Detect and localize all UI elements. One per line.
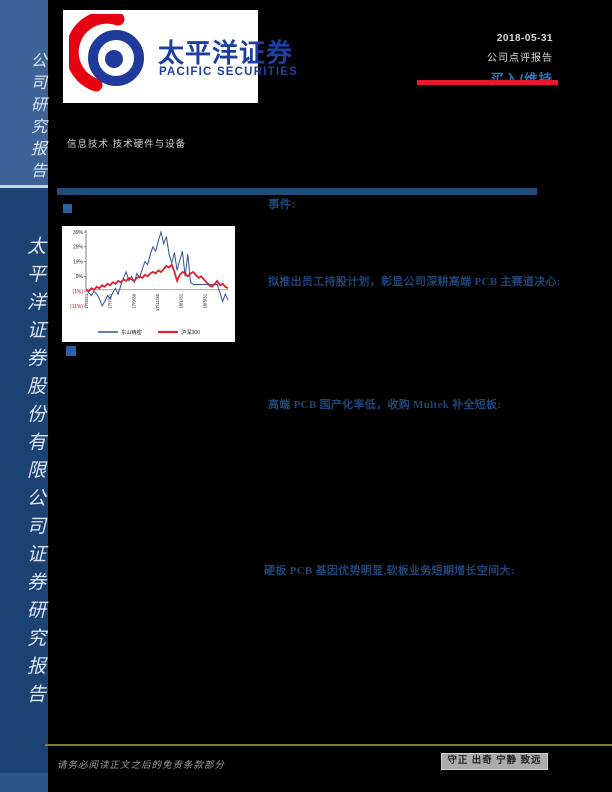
brand-name-en: PACIFIC SECURITIES	[159, 66, 298, 78]
report-type: 公司点评报告	[487, 53, 553, 64]
logo-box: 太平洋证券 PACIFIC SECURITIES	[63, 10, 298, 103]
section-point3-label: 硬板 PCB 基因优势明显,软板业务短期增长空间大:	[264, 565, 515, 577]
sidebar-company-line: 太平洋证券股份有限公司证券研究报告	[24, 236, 45, 712]
title-divider-bar	[57, 188, 537, 195]
logo-swirl-cut	[113, 42, 131, 60]
sidebar-corner-patch	[0, 773, 48, 792]
svg-text:17/7/31: 17/7/31	[108, 293, 113, 309]
logo-blue-ring	[88, 30, 144, 86]
sidebar-bottom-band: 太平洋证券股份有限公司证券研究报告	[0, 188, 48, 773]
section-point1-label: 拟推出员工持股计划，彰显公司深耕高端 PCB 主赛道决心:	[268, 276, 561, 288]
logo-red-crescent	[69, 14, 125, 92]
company-motto-box: 守正 出奇 宁静 致远	[441, 753, 548, 770]
svg-text:39%: 39%	[73, 230, 84, 236]
svg-text:东山精密: 东山精密	[121, 328, 142, 336]
relative-performance-chart: 39% 29% 19% 9% (1%) (11%) 17/5/31 17/7/31 17/9/3…	[62, 226, 235, 342]
svg-text:(1%): (1%)	[72, 289, 83, 295]
rating-badge: 买入/维持	[417, 68, 553, 88]
svg-text:17/5/31: 17/5/31	[84, 293, 89, 309]
sidebar-report-category: 公司研究报告	[28, 52, 45, 184]
sidebar-top-band: 公司研究报告	[0, 0, 48, 185]
industry-classification: 信息技术 技术硬件与设备	[67, 139, 187, 150]
footer-rule	[45, 744, 612, 746]
svg-text:9%: 9%	[76, 274, 84, 280]
bullet-square-icon	[63, 204, 72, 213]
svg-text:沪深300: 沪深300	[181, 328, 200, 336]
svg-text:18/3/31: 18/3/31	[202, 293, 207, 309]
performance-chart-svg: 39% 29% 19% 9% (1%) (11%) 17/5/31 17/7/31 17/9/3…	[70, 230, 229, 336]
report-date: 2018-05-31	[496, 33, 553, 44]
logo-blue-core	[105, 50, 123, 68]
bullet-square-icon	[66, 346, 76, 356]
brand-name-cn: 太平洋证券	[158, 38, 294, 68]
svg-text:18/1/31: 18/1/31	[179, 293, 184, 309]
svg-text:29%: 29%	[73, 245, 84, 251]
sidebar-divider	[0, 185, 48, 188]
section-point2-label: 高端 PCB 国产化率低，收购 Multek 补全短板:	[268, 399, 502, 411]
svg-text:19%: 19%	[73, 259, 84, 265]
svg-text:17/11/30: 17/11/30	[155, 293, 160, 311]
disclaimer-text: 请务必阅读正文之后的免责条款部分	[57, 761, 226, 771]
rating-underline-bar	[417, 80, 558, 85]
section-event-label: 事件:	[268, 199, 296, 211]
svg-text:17/9/30: 17/9/30	[131, 293, 136, 309]
pacific-securities-logo-icon	[69, 14, 144, 92]
svg-text:(11%): (11%)	[70, 304, 83, 310]
